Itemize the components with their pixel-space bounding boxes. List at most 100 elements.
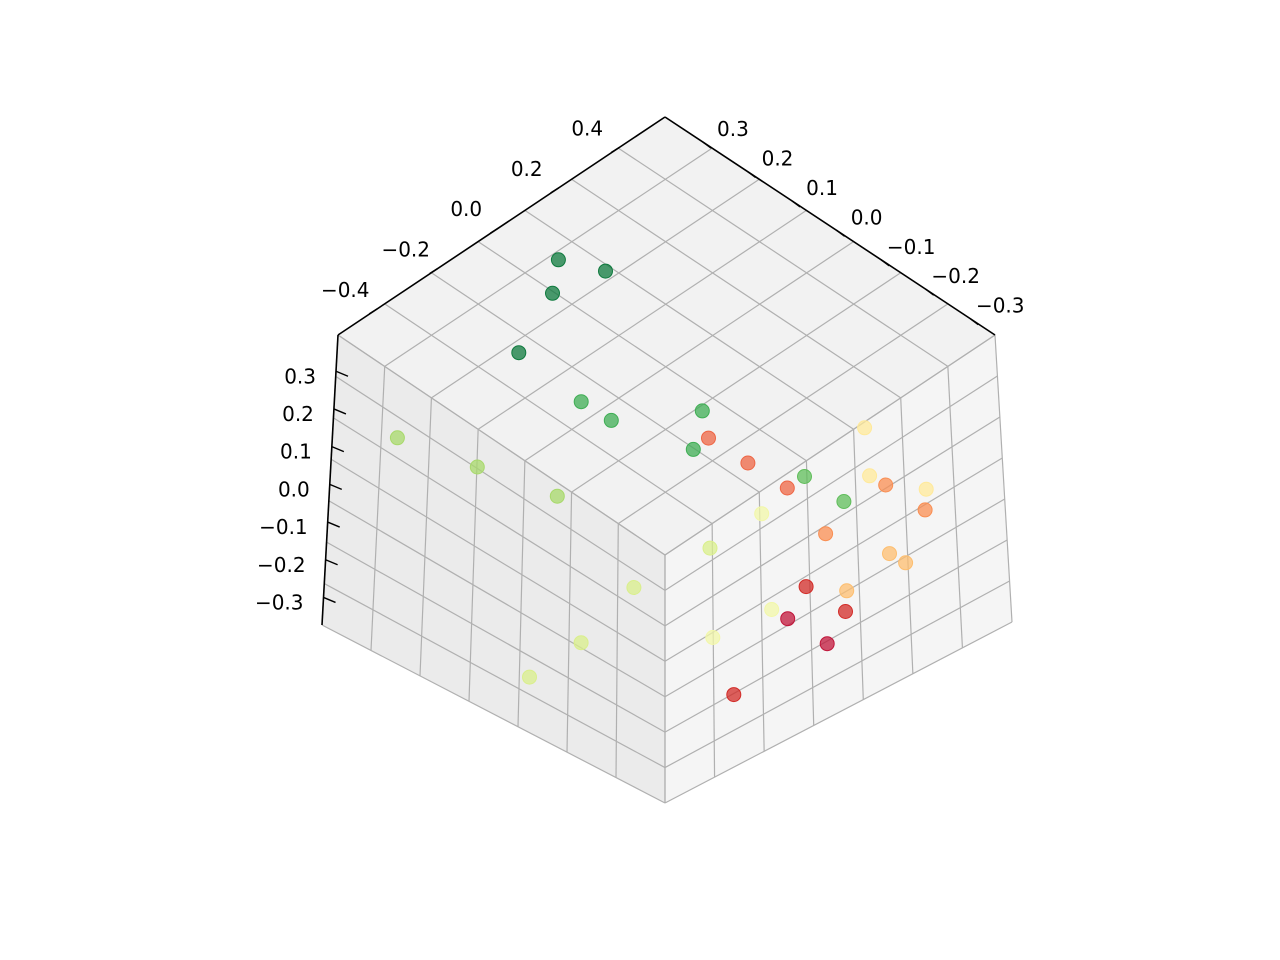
grid-line-left-horizontal <box>337 334 666 556</box>
axes-panes <box>322 117 1012 803</box>
grid-line-left-horizontal <box>335 375 666 591</box>
grid-line-right-horizontal <box>664 621 1013 804</box>
data-point <box>702 540 718 556</box>
x-tick-label: 0.0 <box>450 197 482 221</box>
data-point <box>818 526 834 542</box>
y-tick-label: −0.2 <box>931 264 980 288</box>
data-point <box>626 580 642 595</box>
y-axis-line <box>664 116 996 336</box>
data-point <box>685 441 701 457</box>
z-tick-label: 0.2 <box>282 402 314 426</box>
grid-line-left-horizontal <box>328 500 666 698</box>
data-point <box>573 394 589 410</box>
grid-line-top-b <box>571 272 902 493</box>
z-tick-label: 0.0 <box>278 477 310 501</box>
data-point <box>598 263 613 279</box>
data-point <box>740 455 756 471</box>
grid-line-top-a <box>617 147 949 367</box>
x-tick-label: −0.2 <box>381 238 430 262</box>
data-point <box>511 345 527 361</box>
grid-line-top-b <box>384 147 713 367</box>
grid-line-right-vertical <box>711 523 716 778</box>
x-tick <box>429 267 439 275</box>
grid-line-right-horizontal <box>664 457 1003 662</box>
data-point <box>819 636 835 652</box>
data-point <box>839 583 855 599</box>
x-tick-label: −0.4 <box>321 278 370 302</box>
x-tick <box>610 146 620 154</box>
grid-line-top-b <box>617 303 949 525</box>
z-tick <box>335 370 349 377</box>
data-point <box>918 481 934 497</box>
x-tick <box>550 187 560 194</box>
grid-line-left-horizontal <box>333 417 666 627</box>
y-tick <box>969 318 979 326</box>
data-point <box>522 669 537 685</box>
y-tick-label: 0.0 <box>851 205 883 229</box>
data-point <box>603 412 619 428</box>
data-point <box>838 604 853 619</box>
grid-line-right-vertical <box>852 429 864 700</box>
z-tick <box>325 559 338 566</box>
data-point <box>389 430 405 446</box>
grid-line-top-a <box>571 178 902 399</box>
y-tick <box>925 288 935 296</box>
y-tick <box>747 170 756 179</box>
data-point <box>701 430 716 446</box>
x-tick <box>489 227 499 234</box>
left-pane <box>322 335 665 803</box>
grid-line-left-horizontal <box>321 624 666 804</box>
grid-line-right-vertical <box>900 397 914 674</box>
right-pane <box>665 335 1012 803</box>
y-tick-label: −0.3 <box>976 294 1025 318</box>
data-point <box>779 480 795 496</box>
data-point <box>694 403 710 419</box>
grid-line-right-vertical <box>994 334 1013 623</box>
data-point <box>882 546 897 562</box>
grid-line-right-vertical <box>947 366 964 648</box>
grid-line-top-b <box>477 209 807 430</box>
x-tick-label: 0.4 <box>571 117 603 141</box>
z-axis-line <box>321 334 339 626</box>
grid-line-top-a <box>431 272 760 493</box>
z-tick <box>331 446 345 453</box>
y-tick <box>791 200 801 208</box>
data-point <box>550 252 566 268</box>
grid-line-right-horizontal <box>664 539 1008 733</box>
x-tick-label: 0.2 <box>511 157 543 181</box>
data-point <box>780 611 796 627</box>
data-point <box>573 635 589 651</box>
y-tick <box>880 259 890 267</box>
grid-line-left-vertical <box>419 397 433 676</box>
z-tick-label: 0.3 <box>284 364 316 388</box>
grid-line-left-vertical <box>517 460 526 727</box>
data-point <box>549 488 565 504</box>
grid-line-top-b <box>524 241 854 462</box>
grid-line-left-horizontal <box>324 583 666 769</box>
grid-line-top-a <box>524 209 854 430</box>
z-tick-label: −0.3 <box>255 590 304 614</box>
z-tick-label: −0.2 <box>257 553 306 577</box>
grid-line-top-a <box>477 241 807 462</box>
x-axis-line <box>337 116 666 336</box>
grid-line-right-horizontal <box>664 334 996 556</box>
grid-line-left-vertical <box>468 429 479 702</box>
grid-line-right-vertical <box>805 460 815 726</box>
y-tick-label: 0.1 <box>806 176 838 200</box>
grid-line-right-horizontal <box>664 498 1006 698</box>
axis-lines <box>321 116 996 626</box>
grid-line-right-horizontal <box>664 416 1001 627</box>
z-tick <box>329 483 343 490</box>
grid-line-top-a <box>384 303 713 525</box>
data-point <box>878 477 894 493</box>
z-tick <box>333 408 347 415</box>
tick-labels: −0.4 −0.2 0.0 0.2 0.4 −0.3 −0.2 −0.1 0.0 0.1 0.2 0.… <box>255 117 1025 615</box>
x-tick <box>368 308 378 315</box>
z-tick-label: −0.1 <box>259 515 308 539</box>
z-tick <box>327 521 340 528</box>
data-point <box>726 687 742 703</box>
data-point <box>862 468 878 484</box>
grid-line-top-b <box>431 178 760 399</box>
data-point <box>798 579 814 595</box>
